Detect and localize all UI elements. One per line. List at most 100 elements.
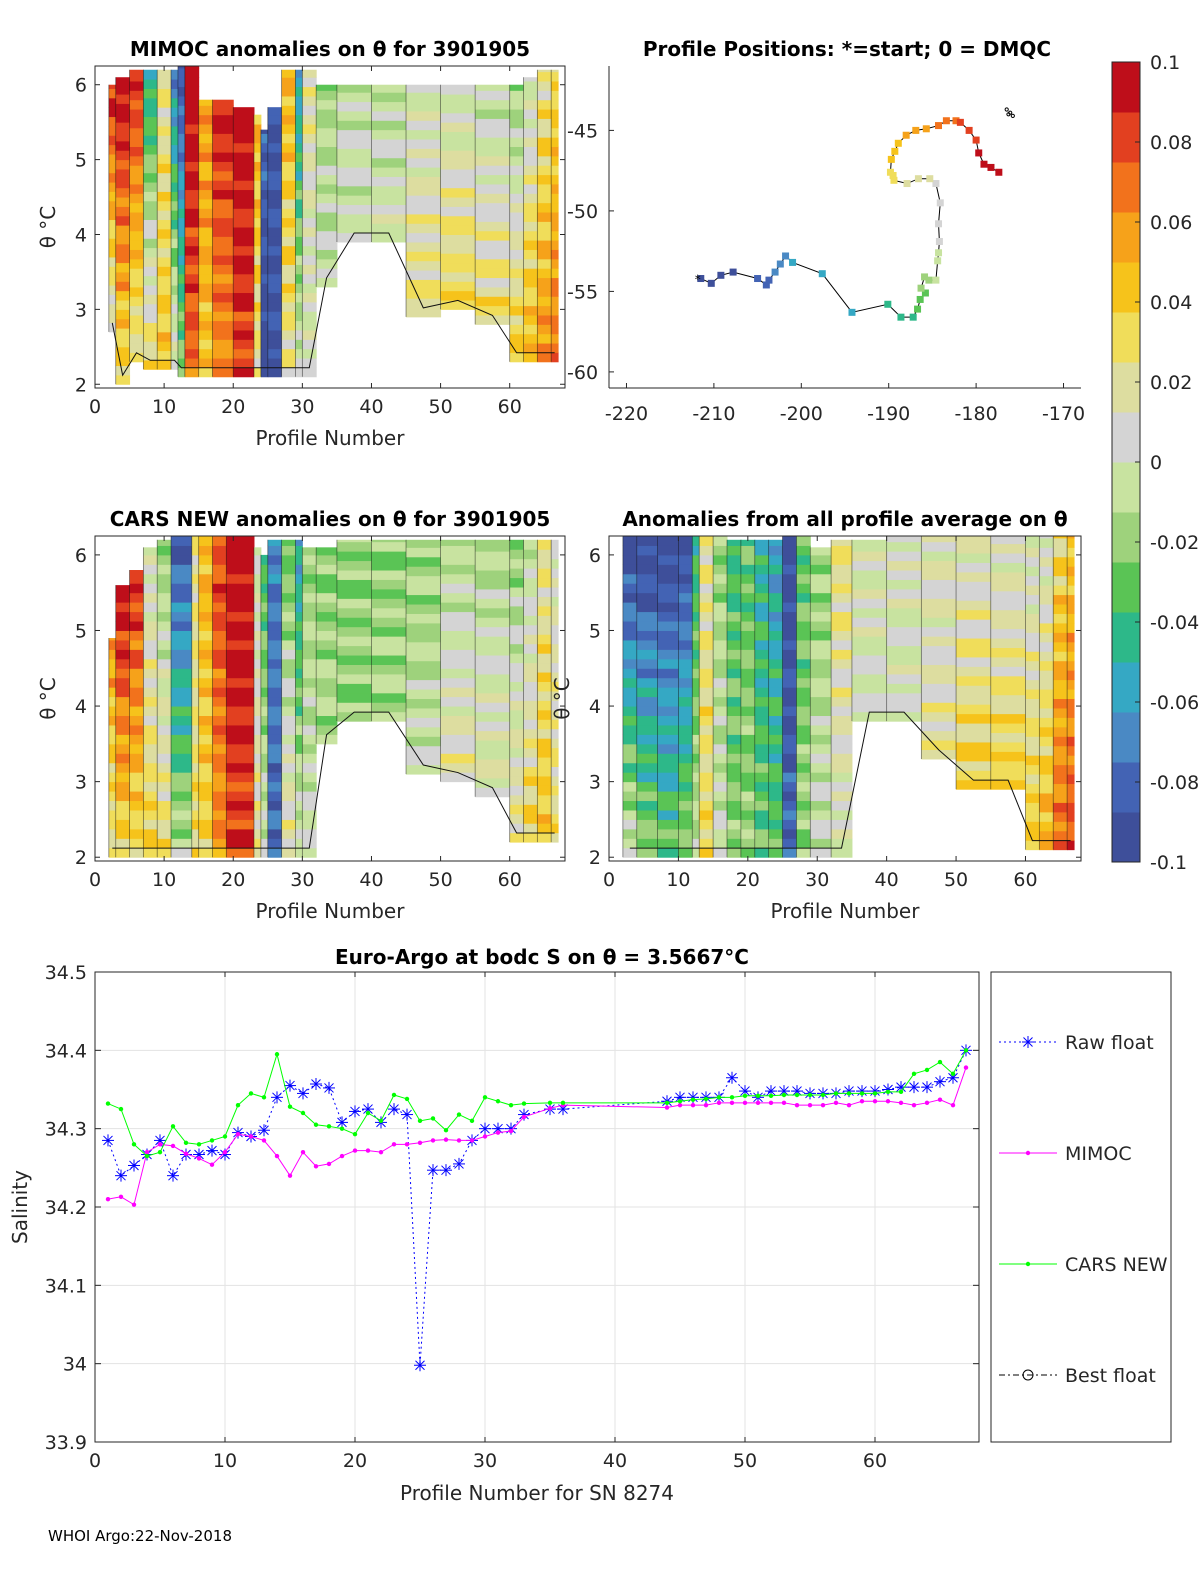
heatmap-cell — [523, 794, 538, 805]
heatmap-cell — [831, 668, 853, 679]
profile-position — [965, 126, 973, 134]
heatmap-cell — [551, 672, 559, 682]
heatmap-cell — [302, 189, 317, 200]
heatmap-cell — [281, 273, 296, 284]
heatmap-cell — [336, 692, 372, 703]
heatmap-cell — [260, 696, 269, 707]
heatmap-cell — [1039, 821, 1054, 832]
heatmap-cell — [316, 221, 338, 232]
y-tick-label: 3 — [75, 299, 87, 321]
mimoc-point — [963, 1065, 969, 1070]
raw-float-point — [921, 1081, 933, 1094]
heatmap-cell — [281, 255, 296, 265]
x-tick-label: 50 — [428, 396, 452, 418]
heatmap-cell — [851, 551, 888, 562]
heatmap-cell — [537, 71, 552, 82]
heatmap-cell — [129, 352, 144, 363]
heatmap-cell — [782, 696, 797, 707]
heatmap-cell — [1025, 594, 1040, 605]
raw-float-point — [869, 1085, 881, 1098]
heatmap-cell — [636, 724, 659, 735]
heatmap-cell — [157, 781, 172, 792]
heatmap-cell — [537, 249, 552, 260]
heatmap-cell — [129, 781, 144, 792]
heatmap-cell — [184, 292, 200, 303]
heatmap-cell — [267, 696, 283, 707]
heatmap-cell — [212, 658, 227, 669]
heatmap-cell — [371, 673, 407, 684]
heatmap-cell — [440, 592, 476, 603]
heatmap-cell — [886, 598, 922, 609]
heatmap-cell — [212, 621, 227, 631]
heatmap-cell — [316, 724, 338, 735]
cars-new-point — [391, 1092, 397, 1098]
heatmap-cell — [371, 541, 407, 552]
heatmap-cell — [233, 292, 255, 303]
heatmap-cell — [509, 333, 525, 344]
heatmap-cell — [233, 133, 255, 144]
mimoc-point — [378, 1149, 384, 1155]
heatmap-cell — [699, 809, 714, 820]
heatmap-cell — [921, 730, 957, 741]
heatmap-cell — [796, 649, 811, 660]
heatmap-cell — [260, 236, 269, 247]
heatmap-cell — [281, 602, 296, 613]
heatmap-cell — [143, 144, 158, 155]
heatmap-cell — [171, 266, 179, 277]
heatmap-cell — [1067, 536, 1075, 539]
heatmap-cell — [108, 172, 117, 183]
heatmap-cell — [782, 668, 797, 679]
heatmap-cell — [226, 724, 255, 735]
heatmap-cell — [171, 182, 179, 192]
heatmap-cell — [523, 296, 538, 307]
heatmap-cell — [281, 358, 296, 368]
heatmap-cell — [336, 579, 372, 590]
heatmap-cell — [523, 99, 538, 110]
heatmap-cell — [475, 777, 511, 788]
heatmap-cell — [253, 245, 262, 256]
heatmap-cell — [831, 743, 853, 754]
heatmap-cell — [212, 142, 234, 153]
heatmap-cell — [782, 536, 797, 546]
mimoc-point — [352, 1148, 358, 1153]
heatmap-cell — [198, 724, 213, 735]
heatmap-cell — [713, 649, 728, 660]
heatmap-cell — [1039, 632, 1054, 643]
heatmap-cell — [115, 592, 131, 603]
heatmap-cell — [281, 668, 296, 679]
asterisk-stroke — [441, 1165, 451, 1176]
heatmap-cell — [740, 649, 756, 660]
heatmap-cell — [727, 828, 742, 839]
heatmap-cell — [184, 329, 200, 340]
heatmap-cell — [191, 639, 200, 650]
heatmap-cell — [754, 677, 770, 688]
heatmap-cell — [886, 636, 922, 647]
heatmap-cell — [537, 747, 552, 758]
heatmap-cell — [740, 743, 756, 754]
heatmap-cell — [956, 723, 992, 734]
heatmap-cell — [990, 553, 1026, 563]
heatmap-cell — [523, 615, 538, 626]
heatmap-cell — [198, 180, 213, 191]
heatmap-cell — [157, 200, 172, 211]
heatmap-cell — [171, 554, 193, 565]
heatmap-cell — [831, 762, 853, 773]
heatmap-cell — [316, 554, 338, 565]
heatmap-cell — [177, 208, 186, 219]
track-line — [700, 120, 1000, 318]
profile-position — [935, 122, 943, 130]
mimoc-point — [209, 1162, 215, 1167]
cars-axes-box — [94, 535, 566, 862]
raw-float-point — [297, 1087, 309, 1100]
heatmap-cell — [302, 292, 317, 303]
y-tick-label: 34.4 — [45, 1040, 87, 1062]
heatmap-cell — [129, 99, 144, 110]
heatmap-cell — [371, 539, 407, 543]
heatmap-cell — [509, 193, 525, 204]
heatmap-cell — [657, 772, 679, 783]
heatmap-cell — [713, 706, 728, 717]
heatmap-cell — [1067, 840, 1075, 851]
heatmap-cell — [129, 583, 144, 594]
heatmap-cell — [1039, 660, 1054, 671]
heatmap-cell — [336, 176, 372, 187]
